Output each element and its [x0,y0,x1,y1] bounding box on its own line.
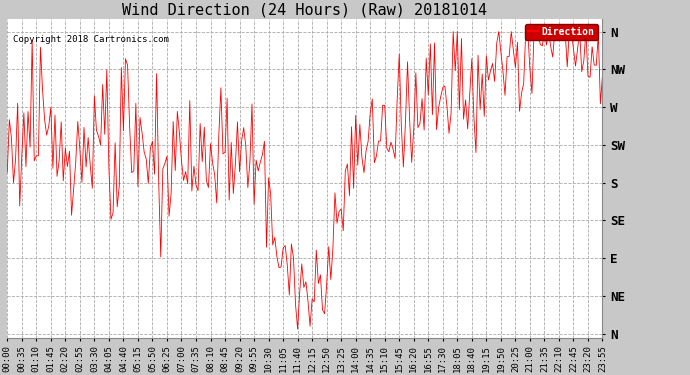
Text: Copyright 2018 Cartronics.com: Copyright 2018 Cartronics.com [13,35,169,44]
Legend: Direction: Direction [525,24,598,40]
Title: Wind Direction (24 Hours) (Raw) 20181014: Wind Direction (24 Hours) (Raw) 20181014 [122,3,487,18]
